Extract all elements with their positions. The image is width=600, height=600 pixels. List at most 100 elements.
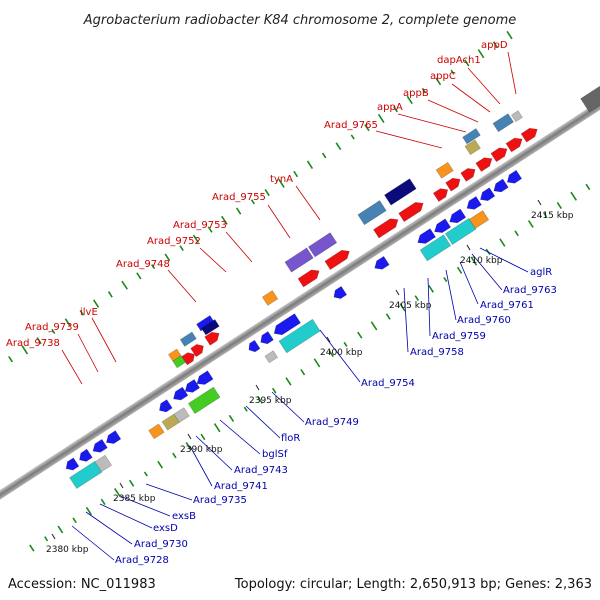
gene-arrow <box>284 247 314 273</box>
gene-shape <box>297 269 320 288</box>
leader-line <box>219 419 261 455</box>
gene-label: Arad_9728 <box>115 555 169 566</box>
scale-tick-label: 2395 kbp <box>249 396 292 406</box>
gene-label: appC <box>430 71 456 82</box>
gene-label: Arad_9758 <box>410 347 464 358</box>
gc-dot <box>556 201 563 210</box>
gene-arrow <box>204 331 220 346</box>
leader-line <box>145 483 193 501</box>
gc-dot <box>36 337 42 345</box>
gene-shape <box>398 202 424 223</box>
leader-line <box>397 113 467 133</box>
gc-dot <box>585 183 591 191</box>
gene-shape <box>69 460 103 489</box>
gene-shape <box>419 234 452 262</box>
gene-arrow <box>297 269 320 288</box>
gene-arrow <box>445 177 461 192</box>
gene-arrow <box>435 161 454 179</box>
gc-dot <box>385 313 391 320</box>
scale-tick-mark <box>466 244 471 251</box>
gc-dot <box>443 277 448 283</box>
gene-label: dapAch1 <box>437 55 481 66</box>
gene-shape <box>173 386 189 401</box>
gc-dot <box>72 517 77 524</box>
gene-arrow <box>278 318 321 354</box>
gene-arrow <box>462 128 481 145</box>
gene-arrow <box>464 139 481 156</box>
gc-dot <box>470 256 478 266</box>
leader-line <box>61 349 83 385</box>
gene-shape <box>468 210 490 229</box>
gene-arrow <box>187 386 221 414</box>
scale-tick-label: 2405 kbp <box>389 301 432 311</box>
gene-arrow <box>373 218 399 239</box>
gene-arrow <box>261 290 279 306</box>
scale-tick-label: 2400 kbp <box>320 348 363 358</box>
gene-shape <box>373 218 399 239</box>
gc-dot <box>207 226 213 233</box>
gene-shape <box>260 331 274 345</box>
gc-dot <box>64 318 71 327</box>
gene-arrow <box>148 423 165 440</box>
gene-shape <box>148 423 165 440</box>
gene-arrow <box>580 85 600 113</box>
leader-line <box>245 405 281 439</box>
gc-dot <box>185 442 192 451</box>
gene-label: ilvE <box>80 307 98 318</box>
gc-dot <box>221 215 228 225</box>
gc-dot <box>44 536 49 542</box>
gene-shape <box>505 137 523 153</box>
gc-dot <box>250 199 255 205</box>
leader-line <box>225 231 253 263</box>
gc-dot <box>492 41 498 48</box>
gc-dot <box>264 189 270 197</box>
gc-dot <box>370 321 378 331</box>
gene-label: Arad_9761 <box>480 300 534 311</box>
gc-dot <box>357 331 363 339</box>
gene-label: exsD <box>153 523 178 534</box>
gc-dot <box>527 220 534 228</box>
gene-shape <box>580 85 600 113</box>
gene-label: Arad_9741 <box>214 481 268 492</box>
gc-dot <box>514 230 519 237</box>
gc-dot <box>313 358 321 368</box>
gene-label: Arad_9738 <box>6 338 60 349</box>
leader-line <box>467 67 501 105</box>
gene-shape <box>460 168 476 182</box>
gene-label: Arad_9743 <box>234 465 288 476</box>
gene-shape <box>435 161 454 179</box>
gene-arrow <box>475 157 493 172</box>
gene-shape <box>264 350 279 364</box>
chromosome-backbone <box>0 89 600 511</box>
gene-arrow <box>493 178 509 193</box>
leader-line <box>459 261 479 305</box>
gene-shape <box>187 386 221 414</box>
scale-tick-mark <box>187 433 192 440</box>
gene-arrow <box>419 234 452 262</box>
gc-dot <box>428 284 434 293</box>
gene-shape <box>278 318 321 354</box>
gene-shape <box>261 290 279 306</box>
gene-arrow <box>181 352 195 366</box>
leader-line <box>267 204 291 239</box>
gc-dot <box>243 406 248 412</box>
gene-arrow <box>480 187 496 202</box>
gene-shape <box>172 355 186 369</box>
gene-label: Arad_9754 <box>361 378 415 389</box>
gc-dot <box>278 178 285 188</box>
gc-dot <box>192 234 200 244</box>
gc-dot <box>328 350 334 358</box>
gene-label: appA <box>377 102 403 113</box>
gc-dot <box>164 253 171 262</box>
gene-shape <box>493 178 509 193</box>
gc-dot <box>228 414 235 422</box>
gc-dot <box>499 238 506 247</box>
leader-line <box>195 435 233 471</box>
gene-shape <box>179 331 197 347</box>
gene-arrow <box>172 355 186 369</box>
gene-shape <box>196 370 214 385</box>
gene-shape <box>333 285 348 299</box>
gene-shape <box>161 413 180 431</box>
gene-shape <box>520 127 538 143</box>
gene-label: bglSf <box>262 449 288 460</box>
